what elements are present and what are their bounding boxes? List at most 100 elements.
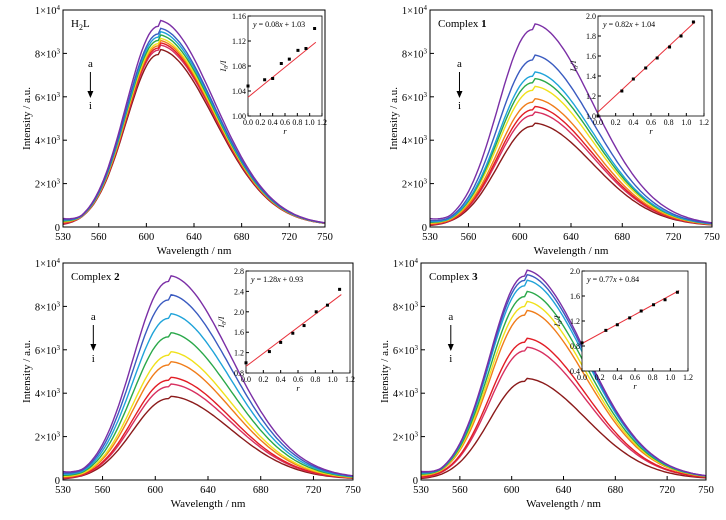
x-tick-label: 530: [55, 485, 71, 496]
spectrum-series-g: [420, 337, 707, 478]
inset-x-axis-label: r: [283, 126, 287, 136]
inset-x-tick-label: 0.8: [648, 373, 658, 382]
spectrum-curves: [62, 274, 354, 480]
inset-x-tick-label: 1.2: [317, 118, 327, 127]
inset-data-point: [338, 287, 342, 291]
arrow-label-bottom: i: [449, 353, 452, 365]
y-tick-label: 0: [55, 476, 60, 487]
x-tick-label: 750: [698, 485, 714, 496]
spectrum-series-h: [420, 346, 707, 479]
x-tick-label: 640: [186, 232, 202, 243]
x-tick-label: 720: [659, 485, 675, 496]
spectrum-curves: [429, 23, 713, 227]
y-tick-label: 2×103: [393, 431, 419, 444]
x-tick-label: 640: [556, 485, 572, 496]
spectrum-series-i: [62, 395, 354, 480]
inset-x-axis-label: r: [296, 383, 300, 393]
spectrum-panel-3: 530 560 600 640 680 720 750 0 2×103 4×103 6×103 8×1…: [21, 257, 361, 510]
x-tick-label: 560: [461, 232, 477, 243]
y-tick-label: 1×104: [393, 257, 419, 270]
inset-frame: [597, 15, 705, 117]
inset-y-axis-label: I0/I: [216, 315, 228, 328]
inset-data-point: [291, 331, 295, 335]
inset-data-point: [663, 298, 667, 302]
inset-fit-line: [245, 294, 342, 367]
x-tick-label: 600: [138, 232, 154, 243]
x-tick-label: 530: [55, 232, 71, 243]
y-tick-label: 6×103: [35, 344, 61, 357]
arrow-label-top: a: [448, 311, 453, 323]
inset-y-tick-label: 0.8: [570, 342, 580, 351]
inset-y-tick-label: 1.2: [570, 317, 580, 326]
spectrum-series-g: [429, 105, 713, 226]
inset-data-point: [596, 114, 600, 118]
y-tick-label: 8×103: [393, 300, 419, 313]
arrow-label-top: a: [91, 311, 96, 323]
inset-y-tick-label: 1.0: [586, 112, 596, 121]
inset-y-axis-label: I0/I: [568, 59, 580, 72]
spectrum-series-e: [62, 350, 354, 479]
spectrum-curves: [420, 269, 707, 480]
arrow-label-bottom: i: [92, 353, 95, 365]
spectrum-series-i: [420, 377, 707, 480]
spectrum-series-a: [429, 23, 713, 224]
inset-data-point: [304, 47, 308, 50]
inset-y-axis-label: I0/I: [218, 59, 230, 72]
inset-equation: y = 0.82x + 1.04: [602, 20, 655, 29]
inset-y-tick-label: 1.8: [586, 32, 596, 41]
y-tick-label: 1×104: [35, 257, 61, 270]
panel-label: H2L: [71, 18, 90, 32]
spectrum-series-i: [429, 122, 713, 227]
inset-data-point: [675, 290, 679, 294]
inset-y-tick-label: 2.0: [234, 308, 244, 317]
y-axis-label: Intensity / a.u.: [21, 340, 33, 403]
x-tick-label: 560: [91, 232, 107, 243]
inset-x-tick-label: 1.0: [305, 118, 315, 127]
spectrum-series-b: [62, 293, 354, 477]
inset-x-tick-label: 1.0: [681, 118, 691, 127]
inset-y-tick-label: 1.4: [586, 72, 596, 81]
y-tick-label: 0: [55, 223, 60, 234]
inset-y-tick-label: 1.2: [234, 349, 244, 358]
x-tick-label: 720: [666, 232, 682, 243]
inset-x-tick-label: 0.0: [593, 118, 603, 127]
inset-x-tick-label: 1.2: [683, 373, 693, 382]
inset-data-point: [263, 78, 267, 82]
spectrum-curves: [62, 19, 326, 225]
inset-y-tick-label: 1.6: [234, 328, 244, 337]
inset-data-point: [325, 303, 329, 307]
spectrum-series-a: [420, 269, 707, 477]
inset-x-axis-label: r: [633, 381, 637, 391]
y-tick-label: 6×103: [393, 344, 419, 357]
inset-data-point: [296, 48, 300, 52]
inset-x-tick-label: 0.2: [611, 118, 621, 127]
inset-x-tick-label: 0.6: [293, 375, 303, 384]
inset-data-point: [246, 84, 250, 88]
spectrum-series-g: [62, 376, 354, 479]
arrow-head: [447, 344, 454, 351]
inset-data-point: [580, 341, 584, 345]
spectrum-series-f: [420, 309, 707, 478]
x-tick-label: 680: [614, 232, 630, 243]
inset-x-tick-label: 0.0: [243, 118, 253, 127]
y-tick-label: 0: [422, 223, 427, 234]
spectrum-series-b: [429, 54, 713, 225]
x-tick-label: 560: [452, 485, 468, 496]
inset-x-tick-label: 0.4: [612, 373, 622, 382]
inset-x-axis-label: r: [649, 126, 653, 136]
inset-data-point: [313, 27, 317, 30]
stern-volmer-inset: 0.0 0.2 0.4 0.6 0.8 1.0 1.2 1.0 1.2 1.4 1.6 1.8 2.0 y…: [568, 12, 709, 136]
spectrum-series-a: [62, 19, 326, 224]
x-tick-label: 680: [234, 232, 250, 243]
inset-data-point: [287, 57, 291, 61]
x-tick-label: 530: [422, 232, 438, 243]
inset-data-point: [652, 303, 656, 307]
inset-x-tick-label: 1.0: [665, 373, 675, 382]
inset-x-tick-label: 1.0: [328, 375, 338, 384]
inset-data-point: [628, 316, 632, 320]
inset-x-tick-label: 0.6: [630, 373, 640, 382]
inset-x-tick-label: 0.2: [258, 375, 268, 384]
inset-data-point: [302, 324, 306, 328]
x-tick-label: 560: [95, 485, 111, 496]
spectrum-panel-2: 530 560 600 640 680 720 750 0 2×103 4×103 6×103 8×1…: [388, 4, 720, 257]
